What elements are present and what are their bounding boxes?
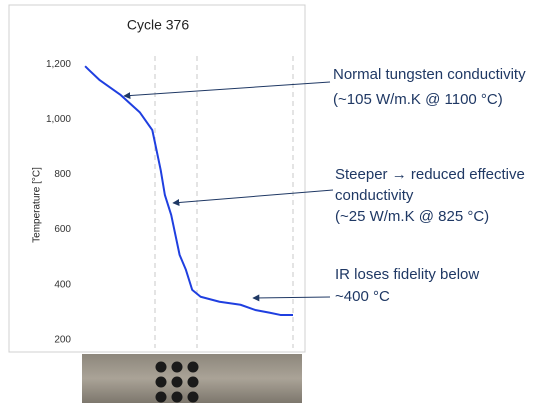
y-tick-label: 600 [54,224,71,235]
chart-title: Cycle 376 [127,17,189,33]
dividers [154,56,294,348]
chart-frame [8,4,306,353]
arrow [172,189,334,206]
y-tick-label: 200 [54,334,71,345]
annotation: ~400 °C [335,288,390,305]
arrow [252,294,331,302]
y-tick-label: 400 [54,279,71,290]
annotation: conductivity [335,187,414,204]
annotation: (~105 W/m.K @ 1100 °C) [333,91,503,108]
data-line [84,65,293,316]
arrows [123,81,334,302]
annotation: Normal tungsten conductivity [333,66,526,83]
y-axis-label: Temperature [°C] [32,167,43,243]
annotation: (~25 W/m.K @ 825 °C) [335,208,489,225]
specimen [82,354,302,403]
annotation: IR loses fidelity below [335,266,479,283]
y-tick-label: 800 [54,169,71,180]
annotation: Steeper → reduced effective [335,166,525,183]
arrow [123,81,331,100]
y-tick-label: 1,000 [46,114,71,125]
y-tick-label: 1,200 [46,59,71,70]
